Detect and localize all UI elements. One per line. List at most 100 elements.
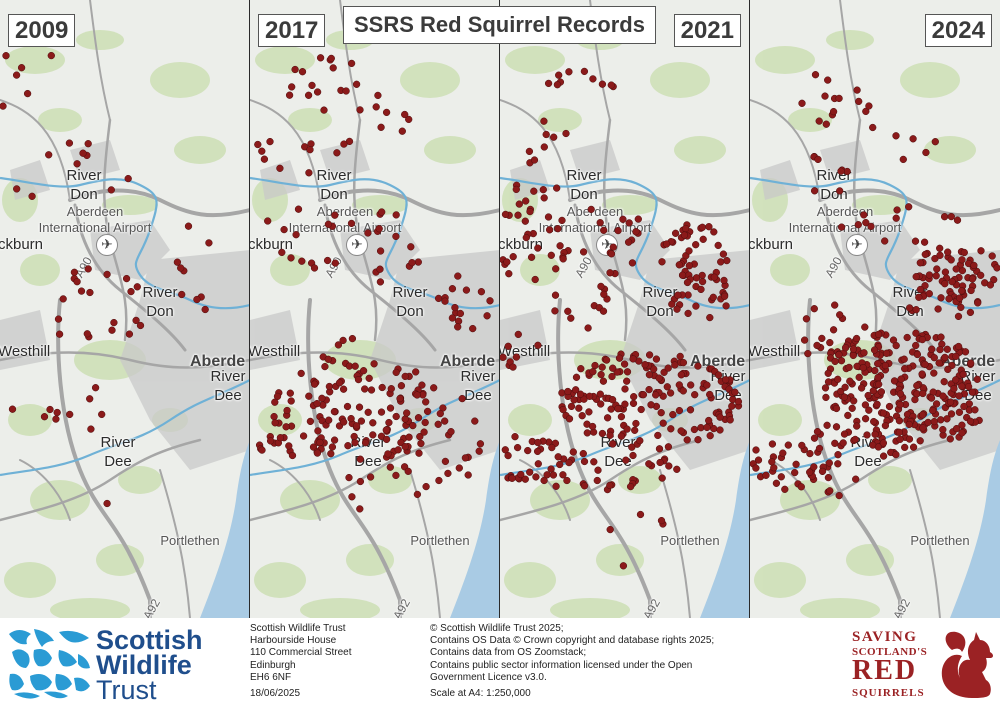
squirrel-record bbox=[709, 293, 717, 301]
squirrel-record bbox=[441, 297, 449, 305]
squirrel-record bbox=[895, 428, 903, 436]
squirrel-record bbox=[331, 259, 339, 267]
squirrel-record bbox=[369, 431, 377, 439]
squirrel-record bbox=[572, 386, 580, 394]
squirrel-record bbox=[435, 476, 443, 485]
squirrel-record bbox=[677, 371, 685, 379]
squirrel-record bbox=[621, 400, 629, 408]
squirrel-record bbox=[587, 205, 595, 214]
squirrel-record bbox=[515, 200, 523, 208]
squirrel-record bbox=[343, 402, 352, 411]
squirrel-record bbox=[351, 438, 359, 447]
squirrel-record bbox=[110, 318, 118, 327]
squirrel-record bbox=[810, 187, 819, 195]
squirrel-record bbox=[394, 446, 402, 454]
squirrel-record bbox=[657, 516, 666, 525]
squirrel-record bbox=[308, 81, 316, 90]
squirrel-record bbox=[544, 213, 553, 221]
squirrel-record bbox=[540, 117, 548, 125]
squirrel-record bbox=[845, 363, 853, 372]
squirrel-record bbox=[829, 107, 838, 116]
squirrel-record bbox=[625, 219, 633, 227]
squirrel-record bbox=[671, 361, 679, 369]
squirrel-record bbox=[843, 167, 851, 176]
squirrel-record bbox=[544, 79, 553, 88]
squirrel-record bbox=[705, 416, 713, 425]
squirrel-record bbox=[722, 302, 730, 310]
squirrel-record bbox=[971, 406, 979, 414]
squirrel-record bbox=[791, 468, 799, 477]
squirrel-record bbox=[486, 297, 494, 305]
squirrel-record bbox=[921, 360, 929, 369]
squirrel-record bbox=[853, 422, 861, 430]
squirrel-record bbox=[932, 272, 940, 280]
squirrel-record bbox=[583, 429, 591, 437]
squirrel-record bbox=[578, 412, 586, 420]
squirrel-record bbox=[854, 221, 862, 229]
place-label-aberdeen-partial: Aberde bbox=[190, 353, 246, 370]
year-label: 2009 bbox=[8, 14, 76, 47]
squirrel-record bbox=[853, 362, 861, 370]
squirrel-record bbox=[686, 406, 695, 414]
place-label-river-don-upper: River Don bbox=[66, 167, 102, 203]
squirrel-record bbox=[731, 388, 739, 396]
squirrel-record bbox=[832, 423, 841, 431]
squirrel-record bbox=[45, 151, 53, 159]
squirrel-record bbox=[871, 430, 879, 438]
address-block: Scottish Wildlife Trust Harbourside Hous… bbox=[250, 623, 352, 684]
squirrel-record bbox=[666, 389, 675, 397]
place-label-airport: Aberdeen International Airport bbox=[38, 204, 152, 235]
squirrel-record bbox=[609, 364, 617, 372]
squirrel-record bbox=[974, 299, 982, 307]
squirrel-record bbox=[297, 369, 305, 378]
squirrel-record bbox=[348, 493, 356, 501]
squirrel-record bbox=[865, 102, 873, 110]
squirrel-record bbox=[567, 314, 575, 322]
squirrel-record bbox=[598, 80, 607, 88]
credit-line: Contains data from OS Zoomstack; bbox=[430, 647, 587, 659]
squirrel-record bbox=[834, 375, 842, 383]
squirrel-record bbox=[841, 344, 850, 352]
squirrel-record bbox=[668, 300, 676, 308]
squirrel-record bbox=[870, 417, 878, 426]
squirrel-record bbox=[314, 427, 322, 435]
squirrel-record bbox=[266, 437, 275, 445]
squirrel-record bbox=[658, 474, 666, 482]
map-panel-2009: ✈ River Don Aberdeen International Airport ck… bbox=[0, 0, 250, 618]
squirrel-record bbox=[553, 184, 561, 192]
squirrel-record bbox=[0, 102, 7, 110]
squirrel-record bbox=[933, 265, 941, 273]
squirrel-record bbox=[609, 243, 617, 251]
squirrel-record bbox=[304, 91, 313, 99]
squirrel-record bbox=[579, 248, 588, 256]
wildlife-silhouettes-icon bbox=[9, 629, 90, 699]
squirrel-record bbox=[549, 471, 558, 479]
squirrel-record bbox=[513, 443, 522, 452]
squirrel-record bbox=[347, 59, 356, 68]
squirrel-record bbox=[356, 455, 364, 463]
squirrel-record bbox=[955, 392, 963, 400]
squirrel-record bbox=[369, 419, 377, 427]
squirrel-record bbox=[483, 312, 491, 320]
squirrel-record bbox=[599, 377, 608, 385]
squirrel-record bbox=[645, 371, 654, 379]
squirrel-record bbox=[915, 293, 923, 301]
squirrel-record bbox=[392, 232, 400, 241]
squirrel-record bbox=[305, 169, 313, 177]
squirrel-record bbox=[852, 334, 861, 343]
squirrel-record bbox=[596, 390, 604, 398]
squirrel-record bbox=[401, 110, 409, 119]
squirrel-record bbox=[384, 450, 392, 458]
squirrel-record bbox=[664, 443, 673, 451]
squirrel-record bbox=[892, 341, 900, 350]
squirrel-record bbox=[584, 324, 592, 332]
squirrel-record bbox=[84, 265, 92, 273]
squirrel-record bbox=[792, 460, 800, 468]
squirrel-record bbox=[316, 438, 324, 447]
squirrel-record bbox=[892, 450, 900, 459]
squirrel-record bbox=[434, 420, 442, 428]
squirrel-record bbox=[826, 487, 834, 495]
squirrel-record bbox=[597, 370, 605, 379]
squirrel-record bbox=[937, 333, 945, 341]
squirrel-record bbox=[441, 417, 449, 425]
